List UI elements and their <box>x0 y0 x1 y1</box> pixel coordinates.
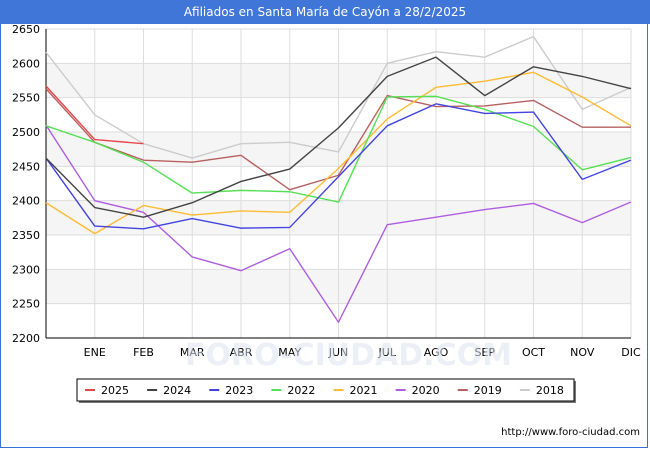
series-line-2019 <box>45 88 631 191</box>
y-tick-label: 2650 <box>12 23 40 36</box>
x-tick-label: FEB <box>133 346 154 359</box>
series-line-2022 <box>45 95 632 203</box>
legend-label-2021: 2021 <box>350 384 378 397</box>
y-tick-label: 2300 <box>12 263 40 276</box>
x-tick-label: JUL <box>378 346 397 359</box>
y-tick-label: 2600 <box>12 57 40 70</box>
x-tick-label: SEP <box>474 346 495 359</box>
x-tick-label: MAR <box>180 346 205 359</box>
source-credit: http://www.foro-ciudad.com <box>501 427 640 438</box>
legend-label-2020: 2020 <box>412 384 440 397</box>
x-tick-label: OCT <box>522 346 545 359</box>
x-tick-label: ABR <box>230 346 253 359</box>
y-tick-label: 2350 <box>12 229 40 242</box>
series-line-2025 <box>45 85 144 145</box>
legend-label-2025: 2025 <box>101 384 129 397</box>
legend-label-2023: 2023 <box>225 384 253 397</box>
legend-box <box>76 378 575 402</box>
x-tick-label: JUN <box>328 346 349 359</box>
series-line-2021 <box>45 71 632 235</box>
series-line-2023 <box>45 103 632 230</box>
chart-title: Afiliados en Santa María de Cayón a 28/2… <box>0 0 650 24</box>
x-tick-label: MAY <box>278 346 301 359</box>
y-tick-label: 2400 <box>12 195 40 208</box>
x-tick-label: AGO <box>424 346 449 359</box>
legend-label-2022: 2022 <box>287 384 315 397</box>
legend-label-2024: 2024 <box>163 384 191 397</box>
legend-label-2019: 2019 <box>474 384 502 397</box>
series-line-2024 <box>45 56 632 218</box>
y-tick-label: 2250 <box>12 298 40 311</box>
series-line-2020 <box>45 124 632 323</box>
y-tick-label: 2200 <box>12 332 40 345</box>
y-tick-label: 2500 <box>12 126 40 139</box>
y-tick-label: 2450 <box>12 160 40 173</box>
x-tick-label: ENE <box>84 346 106 359</box>
x-tick-label: DIC <box>621 346 641 359</box>
x-tick-label: NOV <box>570 346 595 359</box>
y-tick-label: 2550 <box>12 92 40 105</box>
legend-label-2018: 2018 <box>536 384 564 397</box>
watermark: FORO-CIUDAD.COM <box>185 338 512 373</box>
